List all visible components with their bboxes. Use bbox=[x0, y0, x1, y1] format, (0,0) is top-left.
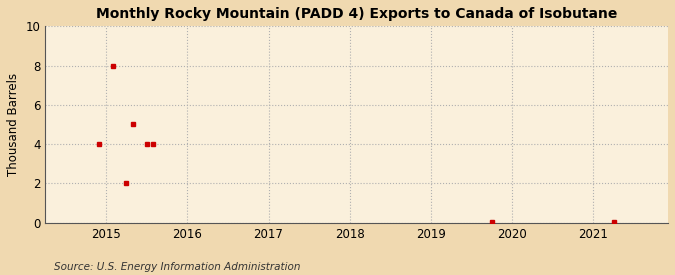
Title: Monthly Rocky Mountain (PADD 4) Exports to Canada of Isobutane: Monthly Rocky Mountain (PADD 4) Exports … bbox=[96, 7, 618, 21]
Text: Source: U.S. Energy Information Administration: Source: U.S. Energy Information Administ… bbox=[54, 262, 300, 272]
Y-axis label: Thousand Barrels: Thousand Barrels bbox=[7, 73, 20, 176]
